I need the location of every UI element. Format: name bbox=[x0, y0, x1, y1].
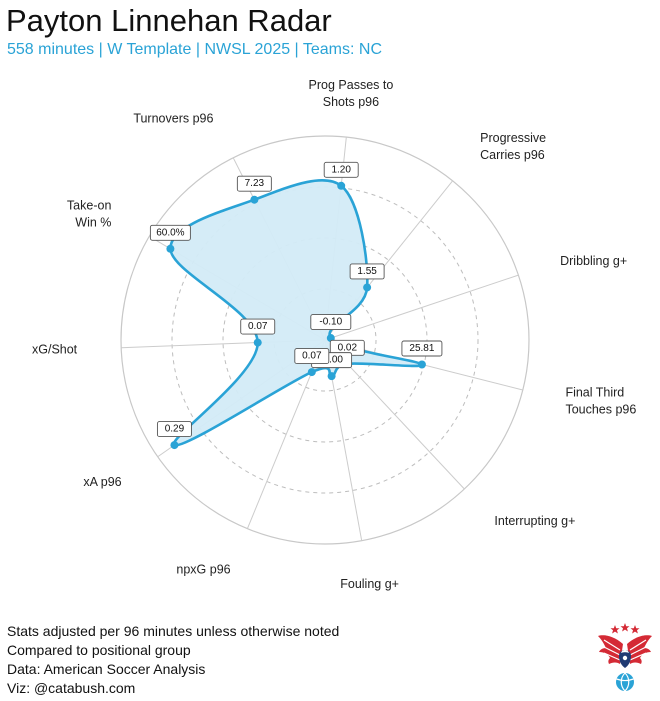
logo-eagle-head bbox=[619, 650, 631, 668]
axis-label: xG/Shot bbox=[32, 342, 78, 356]
axis-label-line: Touches p96 bbox=[565, 402, 636, 416]
axis-label: Prog Passes to Shots p96 bbox=[309, 78, 394, 109]
logo-ball-icon bbox=[616, 672, 634, 692]
value-label-box bbox=[156, 421, 192, 438]
axis-label: Dribbling g+ bbox=[560, 254, 627, 268]
radar-point bbox=[337, 181, 346, 190]
axis-label-line: Fouling g+ bbox=[340, 577, 399, 591]
radar-spoke bbox=[324, 274, 519, 341]
value-label-text: 1.20 bbox=[331, 164, 351, 175]
axis-label: Progressive Carries p96 bbox=[480, 131, 546, 162]
value-label: 25.81 bbox=[401, 340, 443, 357]
value-label-text: 0.07 bbox=[248, 321, 268, 332]
footer-line: Viz: @catabush.com bbox=[7, 680, 136, 696]
value-label: 7.23 bbox=[236, 175, 272, 192]
axis-label: Take-on Win % bbox=[67, 198, 112, 229]
value-label-text: -0.00 bbox=[320, 355, 343, 366]
value-label-text: 0.07 bbox=[302, 351, 322, 362]
axis-label-line: Progressive bbox=[480, 131, 546, 145]
axis-label-line: npxG p96 bbox=[176, 562, 230, 576]
value-label-text: 7.23 bbox=[245, 178, 265, 189]
axis-label: Fouling g+ bbox=[340, 577, 399, 591]
footer-line: Data: American Soccer Analysis bbox=[7, 661, 206, 677]
axis-label-line: Carries p96 bbox=[480, 148, 545, 162]
value-label-text: 0.29 bbox=[165, 424, 185, 435]
axis-label-line: xA p96 bbox=[83, 475, 121, 489]
value-label-text: 1.55 bbox=[357, 266, 377, 277]
footer-line: Compared to positional group bbox=[7, 642, 191, 658]
value-label-text: 25.81 bbox=[409, 343, 434, 354]
value-label-box bbox=[294, 348, 330, 365]
value-label-box bbox=[323, 161, 359, 178]
chart-title: Payton Linnehan Radar bbox=[6, 3, 332, 38]
value-label: 1.55 bbox=[349, 263, 385, 280]
value-label: -0.10 bbox=[310, 314, 352, 331]
axis-label-line: Final Third bbox=[565, 385, 624, 399]
value-label-box bbox=[236, 175, 272, 192]
radar-point bbox=[417, 360, 426, 369]
radar-area-layer bbox=[169, 179, 424, 447]
axis-label-line: Shots p96 bbox=[323, 95, 379, 109]
axis-label-line: Dribbling g+ bbox=[560, 254, 627, 268]
axis-label: Final Third Touches p96 bbox=[565, 385, 636, 416]
radar-point bbox=[253, 338, 262, 347]
radar-ring-dashed bbox=[273, 288, 377, 392]
radar-axis-labels: Prog Passes to Shots p96 Progressive Carrie… bbox=[32, 78, 636, 591]
chart-subtitle: 558 minutes | W Template | NWSL 2025 | T… bbox=[7, 41, 382, 58]
radar-point bbox=[307, 368, 316, 377]
value-label-box bbox=[240, 318, 276, 335]
value-label: 0.07 bbox=[240, 318, 276, 335]
eagle-logo bbox=[598, 623, 652, 692]
radar-chart: 1.201.55-0.1025.810.02-0.000.070.290.076… bbox=[32, 78, 636, 591]
axis-label: Interrupting g+ bbox=[494, 514, 575, 528]
axis-label-line: Turnovers p96 bbox=[133, 111, 213, 125]
value-label-box bbox=[401, 340, 443, 357]
axis-label-line: xG/Shot bbox=[32, 342, 78, 356]
radar-point bbox=[166, 244, 175, 253]
value-label: 0.07 bbox=[294, 348, 330, 365]
radar-point bbox=[250, 195, 259, 204]
axis-label-line: Take-on bbox=[67, 198, 112, 212]
value-label: 0.29 bbox=[156, 421, 192, 438]
axis-label: Turnovers p96 bbox=[133, 111, 213, 125]
logo-stars bbox=[610, 623, 640, 634]
radar-point bbox=[327, 372, 336, 381]
radar-area bbox=[169, 179, 424, 447]
footer-line: Stats adjusted per 96 minutes unless oth… bbox=[7, 623, 340, 639]
value-label-text: -0.10 bbox=[319, 317, 342, 328]
radar-ring-dashed bbox=[222, 237, 428, 443]
value-label-text: 60.0% bbox=[156, 227, 184, 238]
logo-wings bbox=[598, 635, 652, 664]
value-label: 1.20 bbox=[323, 161, 359, 178]
value-label-box bbox=[149, 224, 191, 241]
radar-value-labels: 1.201.55-0.1025.810.02-0.000.070.290.076… bbox=[149, 161, 443, 438]
value-label: 60.0% bbox=[149, 224, 191, 241]
radar-ring-outer bbox=[120, 135, 530, 545]
value-label-box bbox=[310, 314, 352, 331]
axis-label-line: Interrupting g+ bbox=[494, 514, 575, 528]
radar-point bbox=[363, 283, 372, 292]
axis-label-line: Win % bbox=[75, 215, 111, 229]
value-label-box bbox=[349, 263, 385, 280]
axis-label: xA p96 bbox=[83, 475, 121, 489]
value-label-text: 0.02 bbox=[338, 342, 358, 353]
axis-label: npxG p96 bbox=[176, 562, 230, 576]
axis-label-line: Prog Passes to bbox=[309, 78, 394, 92]
radar-point bbox=[170, 441, 179, 450]
footer-notes: Stats adjusted per 96 minutes unless oth… bbox=[7, 622, 339, 698]
